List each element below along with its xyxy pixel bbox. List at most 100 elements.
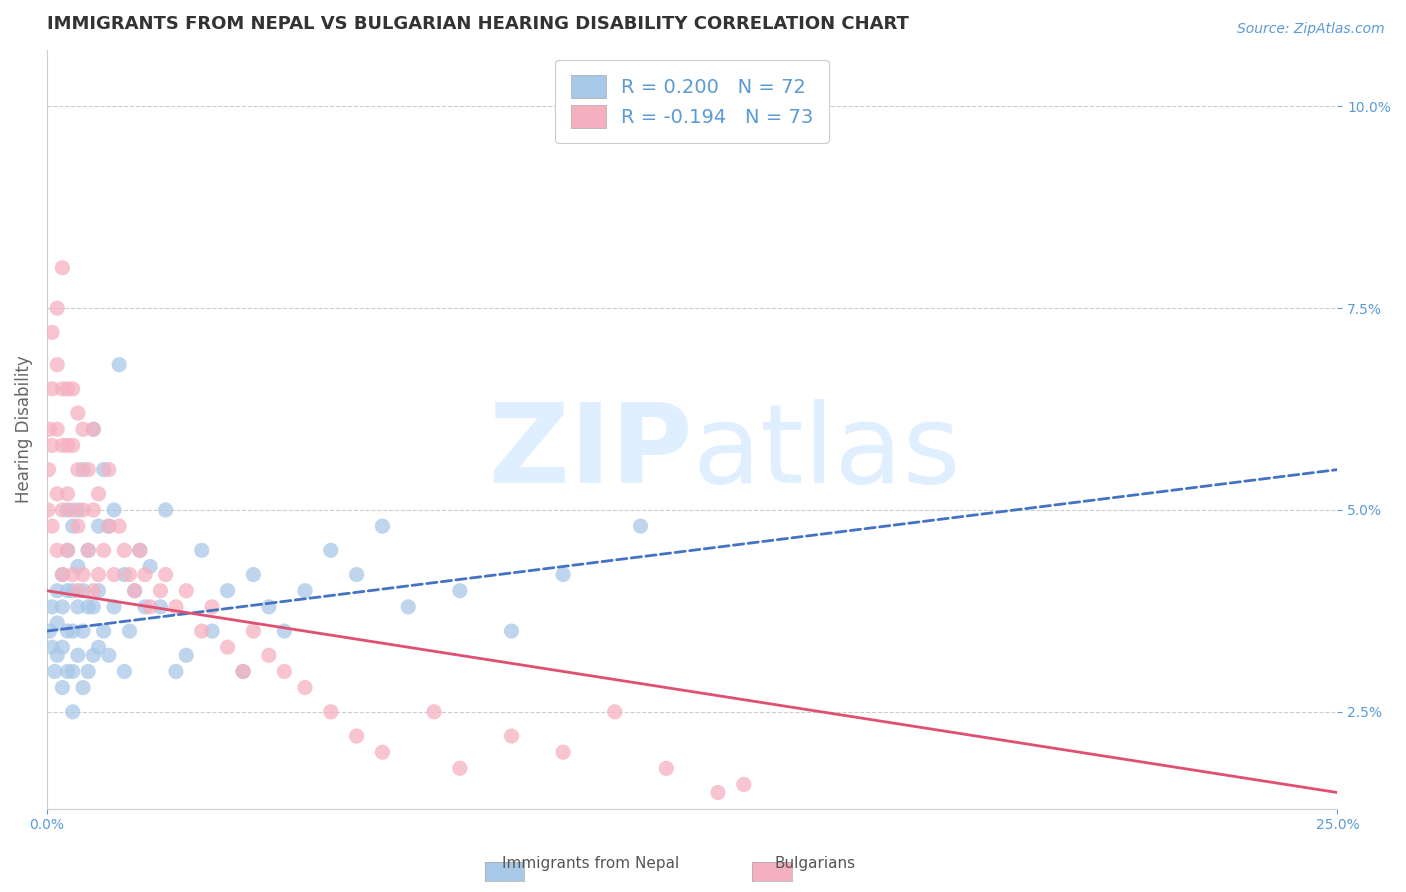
Point: [118, 567, 141, 582]
Point: [346, 567, 368, 582]
Point: [72, 681, 94, 695]
Point: [72, 503, 94, 517]
Point: [72, 422, 94, 436]
Point: [118, 624, 141, 638]
Point: [46, 301, 69, 315]
Point: [56, 543, 79, 558]
Point: [217, 583, 239, 598]
Point: [155, 567, 177, 582]
Point: [257, 648, 280, 663]
Point: [630, 519, 652, 533]
Point: [62, 503, 84, 517]
Point: [51, 503, 73, 517]
Point: [103, 599, 125, 614]
Point: [41, 438, 63, 452]
Point: [37, 503, 59, 517]
Point: [165, 665, 187, 679]
Point: [449, 761, 471, 775]
Point: [51, 382, 73, 396]
Point: [38, 624, 60, 638]
Point: [41, 599, 63, 614]
Point: [72, 624, 94, 638]
Point: [371, 519, 394, 533]
Point: [62, 382, 84, 396]
Point: [128, 543, 150, 558]
Text: ZIP: ZIP: [489, 399, 692, 506]
Point: [449, 583, 471, 598]
Point: [77, 462, 100, 476]
Point: [93, 462, 115, 476]
Point: [87, 640, 110, 655]
Point: [82, 503, 104, 517]
Point: [165, 599, 187, 614]
Text: IMMIGRANTS FROM NEPAL VS BULGARIAN HEARING DISABILITY CORRELATION CHART: IMMIGRANTS FROM NEPAL VS BULGARIAN HEARI…: [46, 15, 908, 33]
Point: [72, 567, 94, 582]
Point: [112, 567, 135, 582]
Point: [77, 543, 100, 558]
Point: [51, 599, 73, 614]
Point: [46, 487, 69, 501]
Point: [174, 583, 197, 598]
Point: [190, 543, 212, 558]
Point: [112, 543, 135, 558]
Point: [46, 543, 69, 558]
Point: [66, 462, 89, 476]
Point: [149, 599, 172, 614]
Point: [217, 640, 239, 655]
Point: [201, 599, 224, 614]
Point: [77, 599, 100, 614]
Point: [62, 583, 84, 598]
Point: [655, 761, 678, 775]
Point: [346, 729, 368, 743]
Point: [41, 519, 63, 533]
Point: [733, 777, 755, 791]
Point: [56, 583, 79, 598]
Point: [62, 567, 84, 582]
Point: [93, 543, 115, 558]
Point: [46, 358, 69, 372]
Point: [51, 438, 73, 452]
Point: [112, 665, 135, 679]
Point: [66, 599, 89, 614]
Point: [51, 681, 73, 695]
Point: [87, 519, 110, 533]
Point: [257, 599, 280, 614]
Point: [155, 503, 177, 517]
Point: [201, 624, 224, 638]
Point: [124, 583, 146, 598]
Point: [72, 583, 94, 598]
Text: atlas: atlas: [692, 399, 960, 506]
Point: [62, 519, 84, 533]
Point: [51, 640, 73, 655]
Point: [82, 583, 104, 598]
Point: [97, 462, 120, 476]
Point: [46, 583, 69, 598]
Point: [551, 567, 574, 582]
Point: [41, 640, 63, 655]
Point: [62, 705, 84, 719]
Point: [77, 665, 100, 679]
Point: [62, 624, 84, 638]
Point: [62, 438, 84, 452]
Point: [41, 326, 63, 340]
Point: [51, 567, 73, 582]
Point: [108, 358, 131, 372]
Point: [38, 422, 60, 436]
Point: [82, 599, 104, 614]
Point: [273, 665, 295, 679]
Point: [66, 648, 89, 663]
Point: [139, 559, 162, 574]
Point: [103, 503, 125, 517]
Point: [423, 705, 446, 719]
Point: [232, 665, 254, 679]
Point: [51, 567, 73, 582]
Point: [46, 615, 69, 630]
Point: [551, 745, 574, 759]
Point: [41, 382, 63, 396]
Point: [97, 519, 120, 533]
Point: [232, 665, 254, 679]
Point: [149, 583, 172, 598]
Point: [62, 665, 84, 679]
Point: [174, 648, 197, 663]
Point: [134, 567, 156, 582]
